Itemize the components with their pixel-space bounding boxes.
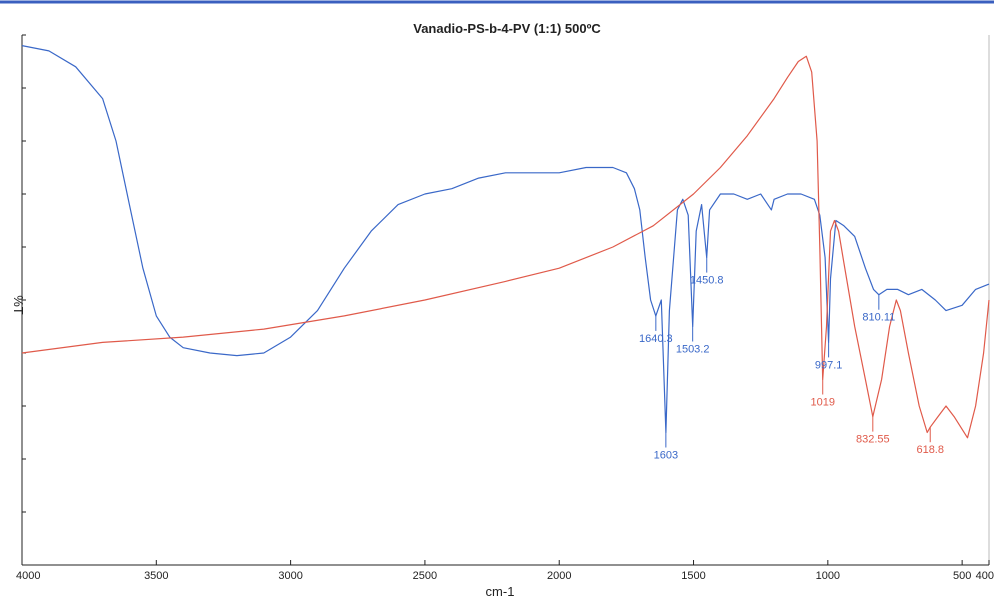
peak-label: 1603: [654, 450, 678, 462]
series-line-2: [21, 55, 990, 439]
x-tick-label: 1000: [816, 570, 840, 582]
series-layer: [21, 45, 990, 439]
x-tick-label: 1500: [681, 570, 705, 582]
peak-label: 810.11: [862, 312, 895, 324]
peak-label: 997.1: [815, 359, 843, 371]
x-tick-label: 2000: [547, 570, 571, 582]
chart-title: Vanadio-PS-b-4-PV (1:1) 500ºC: [413, 21, 601, 36]
x-tick-label: 3000: [278, 570, 302, 582]
peak-annotations: 1640.3 1603 1503.2 1450.8 997.1 810.11 1019 832…: [639, 257, 944, 462]
x-tick-label: 400: [976, 570, 994, 582]
peak-label: 1450.8: [690, 275, 724, 287]
plot-area: 4000 3500 3000 2500 2000 1500 1000 500 400 1640.…: [16, 34, 994, 582]
x-tick-label: 3500: [144, 570, 168, 582]
peak-label: 618.8: [916, 444, 944, 456]
series-line-1: [21, 45, 990, 434]
peak-label: 1640.3: [639, 333, 673, 345]
peak-label: 832.55: [856, 434, 890, 446]
peak-label: 1019: [810, 397, 834, 409]
x-axis-label: cm-1: [486, 584, 515, 599]
x-tick-label: 2500: [413, 570, 437, 582]
x-ticks: 4000 3500 3000 2500 2000 1500 1000 500 400: [16, 560, 994, 582]
x-tick-label: 500: [953, 570, 971, 582]
y-axis-label: %T: [11, 295, 26, 315]
peak-label: 1503.2: [676, 344, 710, 356]
x-tick-label: 4000: [16, 570, 40, 582]
